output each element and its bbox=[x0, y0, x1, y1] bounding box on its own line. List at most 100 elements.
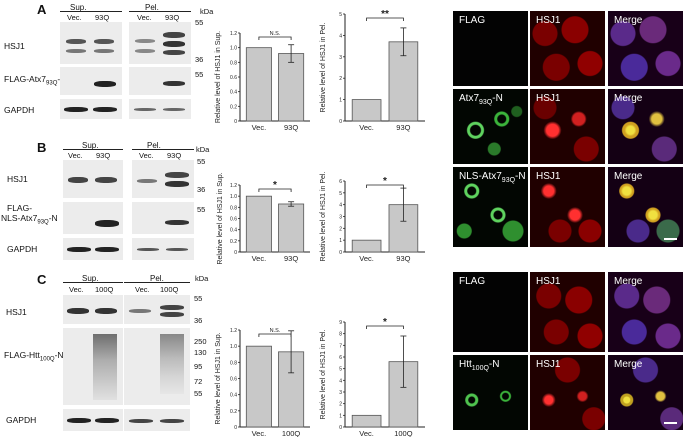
y-tick-label: 4 bbox=[339, 203, 342, 209]
y-tick-label: 0 bbox=[234, 250, 237, 256]
group-line bbox=[129, 11, 191, 12]
row-label-flag: FLAG- bbox=[7, 203, 33, 213]
blot-hsj1-pel bbox=[124, 295, 190, 324]
x-tick-label: 93Q bbox=[396, 254, 410, 263]
y-tick-label: 0 bbox=[234, 119, 237, 125]
y-tick-label: 1.0 bbox=[230, 194, 237, 200]
y-tick-label: 1 bbox=[339, 413, 342, 419]
y-tick-label: 2 bbox=[339, 76, 342, 82]
y-tick-label: 6 bbox=[339, 179, 342, 185]
y-tick-label: 0.6 bbox=[230, 217, 237, 223]
marker-label: 55 bbox=[194, 389, 203, 398]
row-label-nls-atx7: NLS-Atx793Q-N bbox=[1, 213, 58, 226]
marker-label: 55 bbox=[195, 70, 204, 79]
y-tick-label: 8 bbox=[339, 332, 342, 338]
micro-label: HSJ1 bbox=[536, 359, 561, 370]
micro-e-merge-2: Merge bbox=[608, 355, 683, 430]
bar bbox=[245, 47, 272, 122]
blot-hsj1-pel bbox=[132, 160, 194, 198]
group-label-pel: Pel. bbox=[145, 3, 159, 12]
y-tick-label: 2 bbox=[339, 402, 342, 408]
y-tick-label: 1.2 bbox=[230, 31, 237, 37]
y-tick-label: 0 bbox=[339, 119, 342, 125]
group-label-sup: Sup. bbox=[70, 3, 87, 12]
micro-d-hsj1: HSJ1 bbox=[530, 11, 605, 86]
y-tick-label: 4 bbox=[339, 33, 342, 39]
marker-label: 36 bbox=[197, 185, 206, 194]
y-tick-label: 5 bbox=[339, 191, 342, 197]
micro-label: Merge bbox=[614, 171, 643, 182]
row-label-hsj1: HSJ1 bbox=[4, 41, 25, 51]
y-axis-label: Relative level of HSJ1 in Sup. bbox=[215, 332, 222, 424]
group-line bbox=[124, 282, 190, 283]
x-tick-label: Vec. bbox=[359, 429, 374, 437]
blot-hsj1-sup bbox=[63, 295, 123, 324]
bar bbox=[278, 203, 305, 253]
micro-label: Merge bbox=[614, 15, 643, 26]
x-tick-label: 93Q bbox=[284, 254, 298, 263]
micro-label: HSJ1 bbox=[536, 276, 561, 287]
y-tick-label: 4 bbox=[339, 378, 342, 384]
significance-label: * bbox=[273, 180, 277, 191]
group-label-pel: Pel. bbox=[150, 274, 164, 283]
significance-label: * bbox=[383, 176, 387, 187]
panel-label-a: A bbox=[37, 2, 47, 17]
y-axis-label: Relative level of HSJ1 in Pel. bbox=[320, 23, 327, 113]
row-label-gapdh: GAPDH bbox=[6, 415, 37, 425]
blot-flag-sup bbox=[63, 202, 123, 234]
y-tick-label: 0.8 bbox=[230, 60, 237, 66]
y-tick-label: 1.2 bbox=[230, 183, 237, 189]
blot-flag-pel bbox=[132, 202, 194, 234]
micro-label: Atx793Q-N bbox=[459, 93, 503, 106]
lane-label: Vec. bbox=[69, 285, 84, 294]
significance-bracket bbox=[366, 325, 404, 329]
y-tick-label: 3 bbox=[339, 55, 342, 61]
y-tick-label: 0.6 bbox=[230, 75, 237, 81]
y-axis-label: Relative level of HSJ1 in Pel. bbox=[320, 172, 327, 262]
blot-gapdh-pel bbox=[129, 99, 191, 119]
micro-d-merge-3: Merge bbox=[608, 167, 683, 247]
x-tick-label: 93Q bbox=[284, 123, 298, 132]
x-tick-label: 100Q bbox=[282, 429, 301, 437]
y-tick-label: 0.2 bbox=[230, 104, 237, 110]
marker-label: 55 bbox=[197, 157, 206, 166]
x-tick-label: Vec. bbox=[252, 429, 267, 437]
y-tick-label: 3 bbox=[339, 390, 342, 396]
y-tick-label: 0.8 bbox=[230, 205, 237, 211]
blot-flag-sup bbox=[63, 328, 123, 405]
y-tick-label: 0.8 bbox=[230, 360, 237, 366]
micro-label: FLAG bbox=[459, 15, 486, 26]
y-tick-label: 7 bbox=[339, 343, 342, 349]
micro-e-merge: Merge bbox=[608, 272, 683, 352]
bar bbox=[351, 414, 382, 428]
y-tick-label: 0 bbox=[339, 250, 342, 256]
micro-d-merge: Merge bbox=[608, 11, 683, 86]
blot-gapdh-pel bbox=[132, 238, 194, 260]
y-tick-label: 0.6 bbox=[230, 377, 237, 383]
y-tick-label: 0.4 bbox=[230, 393, 237, 399]
kda-label: kDa bbox=[195, 274, 209, 283]
row-label-flag-htt: FLAG-Htt100Q-N bbox=[4, 350, 64, 363]
y-tick-label: 5 bbox=[339, 367, 342, 373]
blot-gapdh-pel bbox=[124, 409, 190, 431]
significance-bracket bbox=[258, 36, 292, 40]
blot-flag-pel bbox=[124, 328, 190, 405]
marker-label: 95 bbox=[194, 362, 203, 371]
y-tick-label: 0.4 bbox=[230, 90, 237, 96]
micro-e-htt: Htt100Q-N bbox=[453, 355, 528, 430]
y-axis-label: Relative level of HSJ1 in Pel. bbox=[320, 330, 327, 420]
y-axis-label: Relative level of HSJ1 in Sup. bbox=[215, 31, 222, 123]
y-tick-label: 1 bbox=[339, 238, 342, 244]
significance-label: N.S. bbox=[270, 31, 281, 37]
x-tick-label: Vec. bbox=[359, 254, 374, 263]
scale-bar bbox=[664, 238, 677, 240]
y-tick-label: 0.2 bbox=[230, 409, 237, 415]
micro-d-atx7: Atx793Q-N bbox=[453, 89, 528, 164]
group-line bbox=[60, 11, 122, 12]
y-tick-label: 3 bbox=[339, 215, 342, 221]
group-line bbox=[132, 149, 194, 150]
row-label-gapdh: GAPDH bbox=[7, 244, 38, 254]
lane-label: 93Q bbox=[96, 151, 111, 160]
blot-hsj1-pel bbox=[129, 22, 191, 64]
